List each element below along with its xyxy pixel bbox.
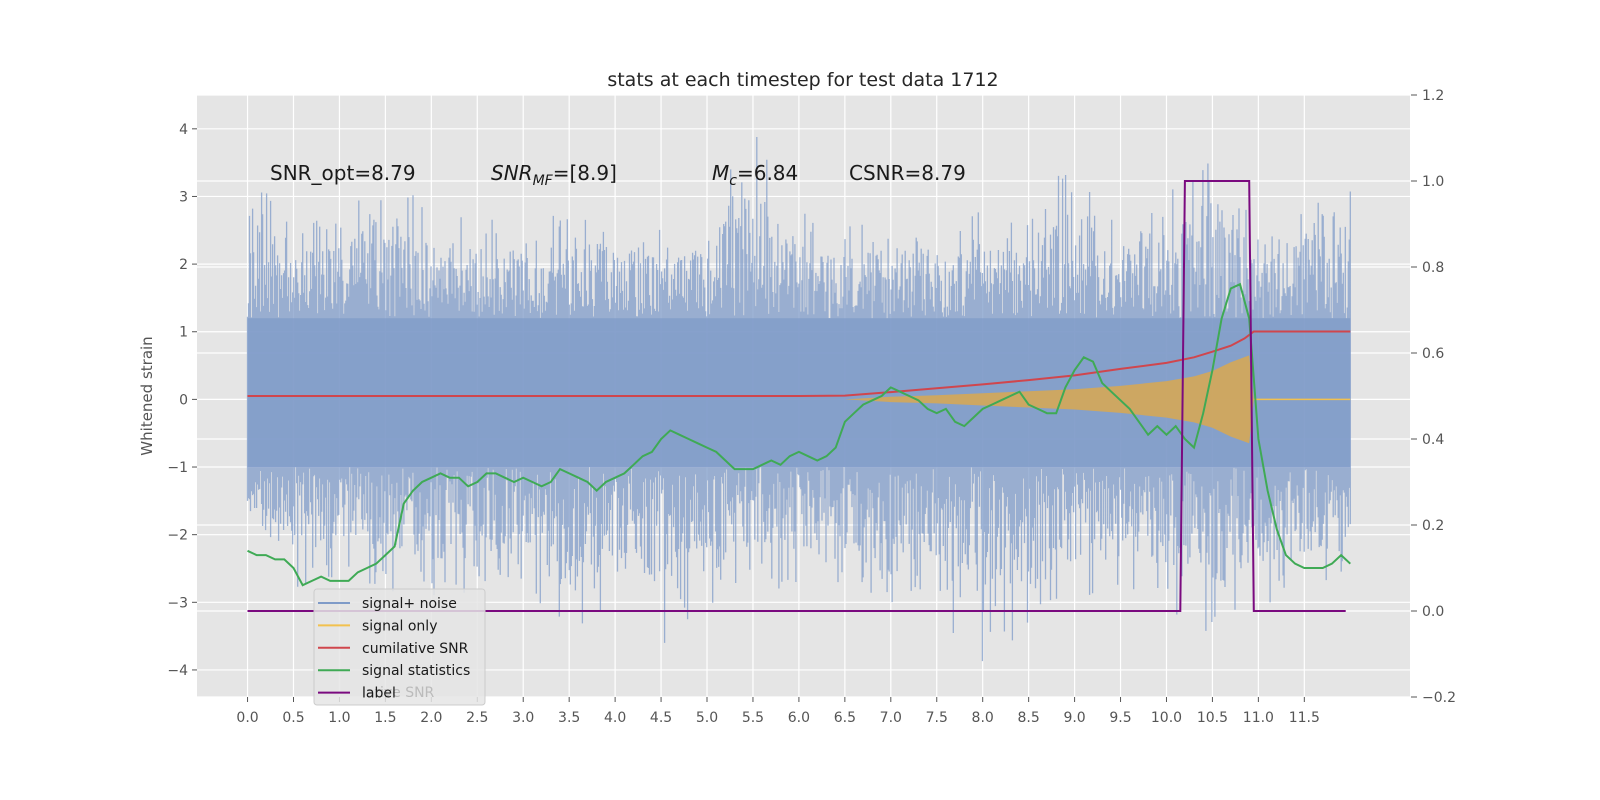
x-tick-label: 0.5: [282, 710, 304, 726]
y-tick-label: 1: [179, 325, 188, 341]
legend-label: signal statistics: [362, 663, 470, 679]
x-tick-label: 1.5: [374, 710, 396, 726]
x-tick-label: 9.0: [1063, 710, 1085, 726]
line-series-group: [247, 180, 1351, 612]
y-tick-label: 3: [179, 189, 188, 205]
x-tick-label: 11.5: [1289, 710, 1320, 726]
annotation-snr-mf: SNRMF=[8.9]: [491, 161, 617, 189]
x-tick-label: 2.5: [466, 710, 488, 726]
x-tick-label: 7.5: [926, 710, 948, 726]
label-line: [247, 180, 1346, 612]
y-axis-ticks: 4 3 2 1 0 −1 −2 −3 −4: [167, 122, 197, 679]
x-tick-label: 5.5: [742, 710, 764, 726]
signal-only-envelope: [844, 355, 1351, 444]
annotation-snr-mf-value: =[8.9]: [553, 161, 617, 185]
x-tick-label: 10.5: [1197, 710, 1228, 726]
x-tick-label: 10.0: [1151, 710, 1182, 726]
x-tick-label: 7.0: [880, 710, 902, 726]
x-tick-label: 4.5: [650, 710, 672, 726]
annotation-snr-mf-sub: MF: [533, 173, 554, 189]
x-tick-label: 3.5: [558, 710, 580, 726]
x-tick-label: 0.0: [236, 710, 258, 726]
legend-label: label: [362, 686, 396, 702]
x-tick-label: 11.0: [1243, 710, 1274, 726]
y-tick-label: −1: [167, 460, 188, 476]
annotation-mc-sub: c: [729, 173, 737, 189]
legend-label: signal only: [362, 618, 437, 634]
annotation-mc-main: M: [712, 161, 729, 185]
x-tick-label: 4.0: [604, 710, 626, 726]
annotation-mc-value: =6.84: [737, 161, 798, 185]
y2-axis-ticks: 1.2 1.0 0.8 0.6 0.4 0.2 0.0 −0.2: [1411, 88, 1456, 706]
y2-tick-label: 0.2: [1422, 518, 1444, 534]
x-tick-label: 6.0: [788, 710, 810, 726]
annotation-snr-opt: SNR_opt=8.79: [270, 161, 416, 185]
x-tick-label: 8.0: [972, 710, 994, 726]
annotation-snr-mf-main: SNR: [491, 161, 533, 185]
y-axis-label: Whitened strain: [138, 336, 156, 455]
x-tick-label: 3.0: [512, 710, 534, 726]
y-tick-label: 2: [179, 257, 188, 273]
chart-title: stats at each timestep for test data 171…: [607, 69, 998, 91]
y2-tick-label: 1.0: [1422, 174, 1444, 190]
x-tick-label: 6.5: [834, 710, 856, 726]
legend-box: [313, 588, 486, 706]
y-tick-label: −2: [167, 528, 188, 544]
signal-statistics-line: [247, 282, 1351, 587]
legend: lative SNR signal+ noise signal only cumil…: [313, 588, 486, 706]
x-tick-label: 2.0: [420, 710, 442, 726]
signal-only-series: [844, 355, 1351, 444]
y2-tick-label: 0.4: [1422, 432, 1444, 448]
y2-tick-label: 0.8: [1422, 260, 1444, 276]
y-tick-label: 0: [179, 392, 188, 408]
y2-tick-label: 0.6: [1422, 346, 1444, 362]
x-tick-label: 9.5: [1109, 710, 1131, 726]
y-tick-label: 4: [179, 122, 188, 138]
annotation-mc: Mc=6.84: [712, 161, 798, 189]
x-axis-ticks: 0.0 0.5 1.0 1.5 2.0 2.5 3.0 3.5 4.0 4.5 5.0 5.5 6.0 6…: [236, 697, 1320, 726]
legend-label: signal+ noise: [362, 596, 457, 612]
x-tick-label: 1.0: [328, 710, 350, 726]
x-tick-label: 8.5: [1018, 710, 1040, 726]
y2-tick-label: 0.0: [1422, 604, 1444, 620]
legend-ghost-text: lative SNR: [362, 685, 435, 701]
annotation-csnr: CSNR=8.79: [849, 161, 966, 185]
y2-tick-label: −0.2: [1422, 690, 1456, 706]
y2-tick-label: 1.2: [1422, 88, 1444, 104]
y-tick-label: −4: [167, 663, 188, 679]
y-tick-label: −3: [167, 595, 188, 611]
legend-label: cumilative SNR: [362, 641, 469, 657]
x-tick-label: 5.0: [696, 710, 718, 726]
